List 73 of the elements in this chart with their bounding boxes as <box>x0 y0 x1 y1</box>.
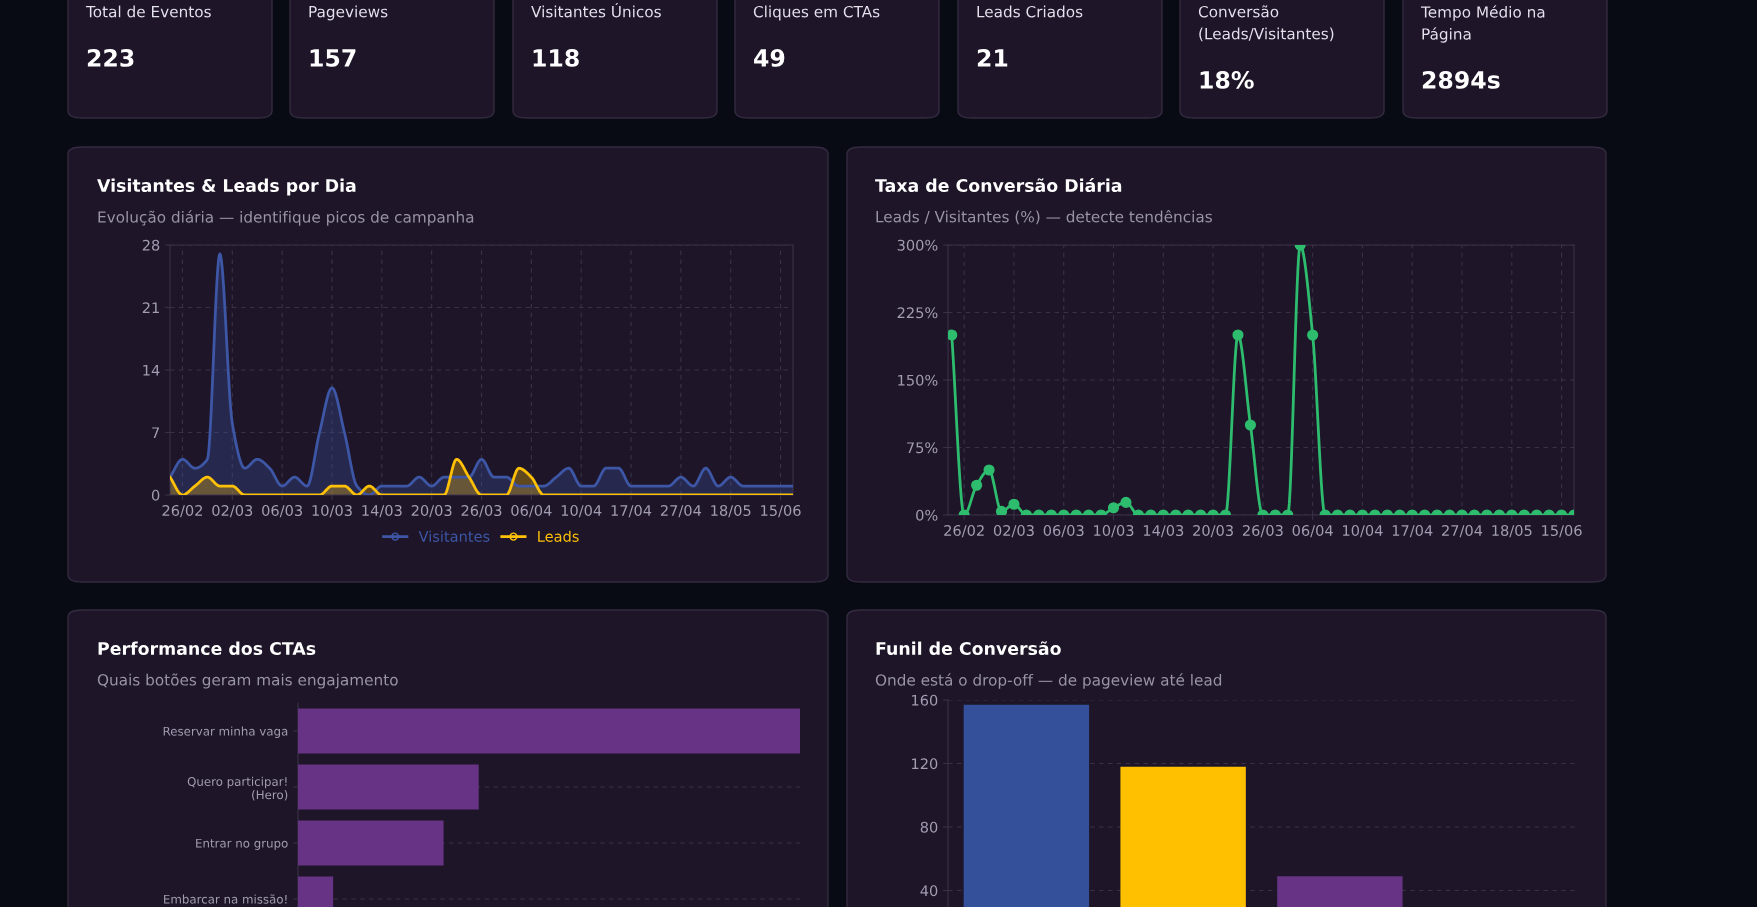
category-label: Visitantes Únicos <box>531 3 661 18</box>
y-tick-label: 300% <box>897 239 938 251</box>
text: 49 <box>754 49 785 67</box>
x-tick-label: 18/05 <box>1492 524 1532 538</box>
y-tick-label: Entrar no grupo <box>196 838 288 850</box>
x-tick-label: 06/03 <box>1043 524 1084 538</box>
y-tick-label: 80 <box>920 821 938 833</box>
y-tick-label: Quero participar! (Hero) <box>187 776 288 801</box>
chart-title: Visitantes & Leads por Dia <box>97 178 356 196</box>
y-tick-label: 225% <box>897 307 938 319</box>
x-tick-label: 15/06 <box>1542 524 1582 538</box>
x-tick-label: 20/03 <box>1193 524 1233 538</box>
y-tick-label: 21 <box>142 302 159 314</box>
chart-title: Performance dos CTAs <box>98 641 316 656</box>
x-tick-label: 26/02 <box>162 504 203 518</box>
chart-subtitle: Onde está o drop-off — de pageview até lead <box>875 673 1222 689</box>
text: 2894s <box>1422 70 1500 89</box>
x-tick-label: 06/03 <box>262 504 302 518</box>
x-tick-label: 17/04 <box>1392 524 1433 538</box>
y-tick-label: 0% <box>916 509 938 521</box>
x-tick-label: 26/02 <box>944 524 984 538</box>
category-label: Total de Eventos <box>85 5 211 18</box>
category-label: Tempo Médio na Página <box>1420 5 1545 43</box>
x-tick-label: 17/04 <box>611 504 652 518</box>
x-tick-label: 20/03 <box>411 504 452 518</box>
y-tick-label: 150% <box>898 374 938 386</box>
x-tick-label: 10/04 <box>1343 524 1383 538</box>
y-tick-label: 28 <box>142 239 160 251</box>
chart-title: Funil de Conversão <box>876 641 1061 656</box>
category-label: Cliques em CTAs <box>753 5 880 21</box>
y-tick-label: Embarcar na missão! <box>164 894 287 904</box>
category-label: Conversão (Leads/Visitantes) <box>1198 5 1334 42</box>
point <box>1307 329 1319 341</box>
x-tick-label: 26/03 <box>461 504 502 518</box>
x-tick-label: 27/04 <box>660 504 702 518</box>
x-tick-label: 27/04 <box>1442 524 1483 538</box>
y-tick-label: 14 <box>143 364 160 376</box>
x-tick-label: 18/05 <box>711 504 751 518</box>
x-tick-label: 26/03 <box>1242 524 1283 538</box>
chart-subtitle: Evolução diária — identifique picos de campanha <box>98 210 474 226</box>
x-tick-label: 10/03 <box>1094 524 1134 538</box>
text: 21 <box>977 48 1008 67</box>
y-tick-label: 40 <box>920 885 938 897</box>
point <box>948 329 958 341</box>
legend-label: Visitantes <box>418 530 490 542</box>
x-tick-label: 10/04 <box>561 504 602 518</box>
y-tick-label: 7 <box>152 427 160 439</box>
point <box>995 505 1008 515</box>
x-tick-label: 02/03 <box>212 504 253 518</box>
x-tick-label: 15/06 <box>761 504 801 518</box>
x-tick-label: 02/03 <box>993 524 1034 538</box>
x-tick-label: 10/03 <box>312 504 352 518</box>
text: 157 <box>310 49 356 67</box>
x-tick-label: 14/03 <box>362 504 402 518</box>
y-tick-label: 120 <box>912 758 938 770</box>
category-label: Leads Criados <box>977 5 1083 18</box>
x-tick-label: 06/04 <box>1292 524 1333 538</box>
category-label: Pageviews <box>309 5 388 21</box>
point <box>1244 419 1256 431</box>
y-tick-label: 160 <box>912 694 938 706</box>
point <box>1232 329 1244 341</box>
chart-subtitle: Leads / Visitantes (%) — detecte tendências <box>876 210 1212 225</box>
y-tick-label: Reservar minha vaga <box>163 726 288 738</box>
chart-subtitle: Quais botões geram mais engajamento <box>97 673 398 689</box>
text: 118 <box>533 48 579 67</box>
y-tick-label: 0 <box>151 489 160 501</box>
legend-label: Leads <box>538 530 579 542</box>
chart-title: Taxa de Conversão Diária <box>875 177 1122 193</box>
x-tick-label: 06/04 <box>511 504 552 518</box>
text: 18% <box>1200 70 1254 89</box>
text: 223 <box>87 48 134 67</box>
y-tick-label: 75% <box>907 442 938 454</box>
x-tick-label: 14/03 <box>1143 524 1184 538</box>
